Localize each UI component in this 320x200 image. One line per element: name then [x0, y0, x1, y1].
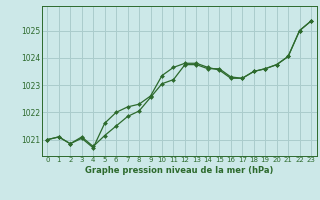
- X-axis label: Graphe pression niveau de la mer (hPa): Graphe pression niveau de la mer (hPa): [85, 166, 273, 175]
